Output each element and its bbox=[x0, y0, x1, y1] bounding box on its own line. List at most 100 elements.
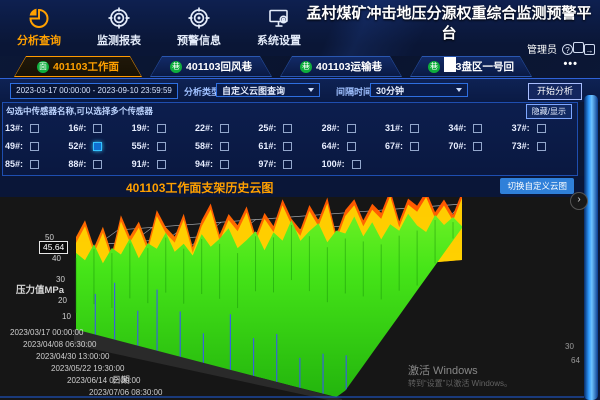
sensor-checkbox[interactable] bbox=[93, 141, 103, 151]
sensor-checkbox[interactable] bbox=[283, 123, 293, 133]
sensor-19#: 19#: bbox=[132, 119, 195, 137]
sensor-checkbox[interactable] bbox=[410, 123, 419, 133]
sensor-49#: 49#: bbox=[5, 137, 68, 155]
sensor-label: 16#: bbox=[68, 123, 87, 133]
tab-2[interactable]: 巷 401103回风巷 bbox=[150, 56, 272, 77]
hide-show-button[interactable]: 隐藏/显示 bbox=[525, 104, 572, 119]
nav-item-3[interactable]: 预警信息 bbox=[164, 6, 234, 48]
sensor-label: 28#: bbox=[321, 123, 340, 133]
sensor-checkbox[interactable] bbox=[346, 123, 356, 133]
sensor-grid: 13#: 16#: 19#: 22#: 25#: 28#: 31#: 34#: 37#: 49#:… bbox=[3, 119, 575, 173]
chevron-down-icon bbox=[308, 88, 314, 92]
sensor-hint: 勾选中传感器名称,可以选择多个传感器 bbox=[6, 106, 153, 116]
text-cursor bbox=[444, 57, 456, 72]
badge-icon: 巷 bbox=[172, 61, 181, 71]
z-tick: 30 bbox=[56, 275, 65, 284]
x-tick: 2023/03/17 00:00:00 bbox=[10, 328, 84, 337]
tab-4[interactable]: 巷 403盘区一号回 bbox=[410, 56, 532, 77]
sensor-checkbox[interactable] bbox=[473, 123, 483, 133]
sensor-checkbox[interactable] bbox=[473, 141, 483, 151]
sensor-checkbox[interactable] bbox=[220, 159, 229, 169]
sensor-55#: 55#: bbox=[132, 137, 195, 155]
sensor-label: 22#: bbox=[194, 123, 213, 133]
tab-label: 401103运输巷 bbox=[316, 61, 382, 73]
z-tick: 50 bbox=[45, 233, 54, 242]
sensor-checkbox[interactable] bbox=[93, 159, 103, 169]
z-tick: 40 bbox=[52, 254, 61, 263]
sensor-label: 37#: bbox=[511, 123, 530, 133]
nav-label: 分析查询 bbox=[17, 35, 61, 47]
sensor-label: 61#: bbox=[258, 141, 277, 151]
target-icon bbox=[107, 6, 131, 30]
user-row: 管理员 ? → bbox=[527, 41, 595, 56]
monitor-gear-icon bbox=[267, 6, 291, 30]
sensor-checkbox[interactable] bbox=[156, 141, 166, 151]
vertical-scrollbar[interactable] bbox=[584, 95, 598, 400]
sensor-checkbox[interactable] bbox=[536, 123, 546, 133]
sensor-70#: 70#: bbox=[448, 137, 511, 155]
z-tick: 20 bbox=[58, 296, 67, 305]
user-name: 管理员 bbox=[527, 45, 557, 56]
sensor-58#: 58#: bbox=[195, 137, 258, 155]
sensor-checkbox[interactable] bbox=[156, 159, 166, 169]
sensor-checkbox[interactable] bbox=[156, 123, 166, 133]
sensor-73#: 73#: bbox=[512, 137, 575, 155]
z-tick: 10 bbox=[62, 312, 71, 321]
sensor-checkbox[interactable] bbox=[410, 141, 419, 151]
sensor-97#: 97#: bbox=[258, 155, 321, 173]
help-icon[interactable]: ? bbox=[562, 43, 573, 55]
x-tick: 2023/06/14 02:00:00 bbox=[67, 376, 141, 385]
sensor-label: 58#: bbox=[194, 141, 213, 151]
z-axis-label: 压力值MPa bbox=[16, 285, 65, 296]
sensor-67#: 67#: bbox=[385, 137, 448, 155]
sensor-checkbox[interactable] bbox=[283, 159, 293, 169]
nav-item-2[interactable]: 监测报表 bbox=[84, 6, 154, 48]
logout-icon[interactable]: → bbox=[584, 43, 595, 55]
sensor-94#: 94#: bbox=[195, 155, 258, 173]
tab-3[interactable]: 巷 401103运输巷 bbox=[280, 56, 402, 77]
tab-label: 403盘区一号回 bbox=[443, 61, 515, 73]
sensor-checkbox[interactable] bbox=[220, 123, 229, 133]
sensor-13#: 13#: bbox=[5, 119, 68, 137]
user-icons: ? → bbox=[562, 41, 595, 56]
sensor-checkbox[interactable] bbox=[536, 141, 546, 151]
sensor-checkbox[interactable] bbox=[30, 159, 40, 169]
message-icon[interactable] bbox=[573, 41, 584, 53]
sensor-label: 73#: bbox=[511, 141, 530, 151]
collapse-panel-button[interactable]: › bbox=[570, 192, 588, 210]
sensor-label: 97#: bbox=[258, 159, 277, 169]
sensor-checkbox[interactable] bbox=[346, 141, 356, 151]
x-tick: 2023/05/22 19:30:00 bbox=[51, 364, 125, 373]
nav-label: 监测报表 bbox=[97, 35, 141, 47]
y-tick: 64 bbox=[571, 356, 580, 365]
sensor-checkbox[interactable] bbox=[93, 123, 103, 133]
interval-label: 间隔时间: bbox=[336, 87, 375, 97]
sensor-checkbox[interactable] bbox=[30, 123, 40, 133]
sensor-16#: 16#: bbox=[68, 119, 131, 137]
sensor-checkbox[interactable] bbox=[351, 159, 361, 169]
date-range-input[interactable]: 2023-03-17 00:00:00 - 2023-09-10 23:59:5… bbox=[10, 83, 178, 99]
sensor-label: 85#: bbox=[5, 159, 24, 169]
sensor-checkbox[interactable] bbox=[283, 141, 293, 151]
nav-item-1[interactable]: 分析查询 bbox=[4, 6, 74, 48]
target-icon bbox=[187, 6, 211, 30]
analysis-type-label: 分析类型: bbox=[184, 87, 223, 97]
switch-cloudmap-button[interactable]: 切换自定义云图 bbox=[500, 178, 574, 194]
y-tick: 30 bbox=[565, 342, 574, 351]
analysis-type-select[interactable]: 自定义云图查询 bbox=[216, 83, 320, 97]
x-tick: 2023/04/08 06:30:00 bbox=[23, 340, 97, 349]
sensor-checkbox[interactable] bbox=[30, 141, 40, 151]
start-analysis-button[interactable]: 开始分析 bbox=[528, 83, 582, 100]
tab-label: 401103回风巷 bbox=[186, 61, 252, 73]
tab-1[interactable]: 面 401103工作面 bbox=[14, 56, 142, 77]
x-tick: 2023/04/30 13:00:00 bbox=[36, 352, 110, 361]
sensor-label: 67#: bbox=[384, 141, 403, 151]
interval-select[interactable]: 30分钟 bbox=[370, 83, 468, 97]
sensor-row: 85#: 88#: 91#: 94#: 97#: 100#: bbox=[3, 155, 575, 173]
sensor-37#: 37#: bbox=[512, 119, 575, 137]
tabs-more-button[interactable]: ••• bbox=[563, 58, 578, 70]
badge-icon: 巷 bbox=[429, 61, 438, 71]
sensor-checkbox[interactable] bbox=[220, 141, 229, 151]
bottom-divider bbox=[0, 396, 584, 398]
sensor-61#: 61#: bbox=[258, 137, 321, 155]
